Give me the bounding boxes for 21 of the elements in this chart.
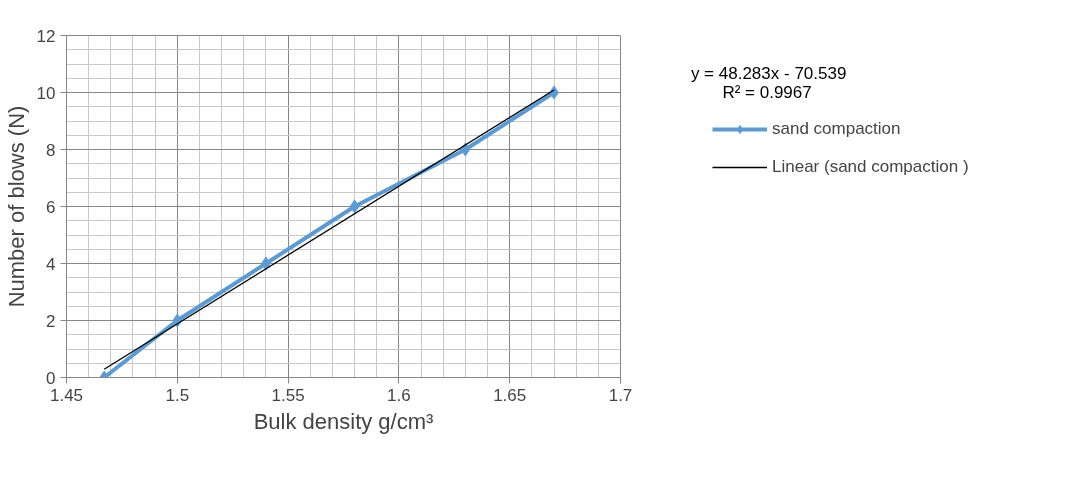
y-tick-label: 10 xyxy=(36,83,56,103)
legend-label: sand compaction xyxy=(772,119,901,139)
x-tick-label: 1.6 xyxy=(387,385,411,405)
x-tick-label: 1.5 xyxy=(165,385,190,405)
point xyxy=(349,199,360,214)
x-tick-label: 1.65 xyxy=(493,385,527,405)
text: y = 48.283x - 70.539 xyxy=(690,64,847,84)
x-axis-title: Bulk density g/cm³ xyxy=(253,408,434,434)
y-tick-label: 6 xyxy=(46,197,56,217)
legend-label: Linear (sand compaction ) xyxy=(772,157,969,177)
y-tick-label: 4 xyxy=(46,254,56,274)
x-tick-label: 1.55 xyxy=(271,385,305,405)
point xyxy=(460,142,471,157)
y-tick-label: 8 xyxy=(46,140,56,160)
x-tick-label: 1.7 xyxy=(608,385,633,405)
y-tick-label: 2 xyxy=(46,311,56,331)
y-axis-title: Number of blows (N) xyxy=(3,105,29,308)
text: R² = 0.9967 xyxy=(722,83,812,103)
y-tick-label: 12 xyxy=(36,26,56,46)
y-tick-label: 0 xyxy=(46,368,56,388)
x-tick-label: 1.45 xyxy=(49,385,84,405)
